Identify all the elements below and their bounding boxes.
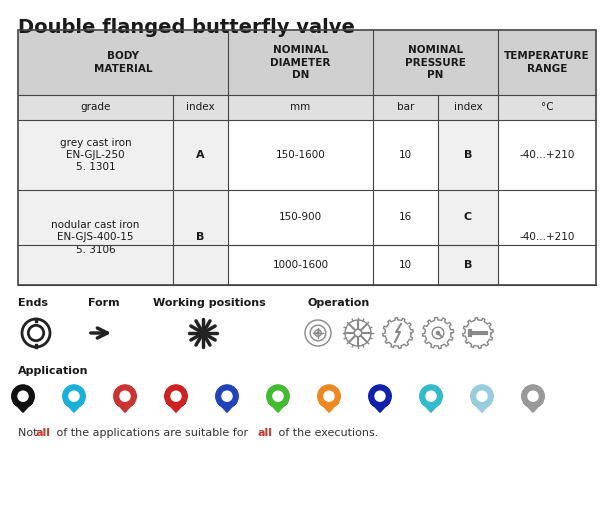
Text: nodular cast iron
EN-GJS-400-15
5. 3106: nodular cast iron EN-GJS-400-15 5. 3106 — [52, 220, 140, 255]
Bar — [173, 95, 228, 120]
Bar — [18, 190, 173, 285]
Text: 150-1600: 150-1600 — [276, 150, 325, 160]
Text: B: B — [196, 233, 204, 242]
Bar — [498, 30, 596, 95]
Bar — [18, 30, 596, 285]
Bar — [228, 95, 373, 120]
Bar — [438, 95, 498, 120]
Bar — [438, 190, 498, 245]
Text: NOMINAL
DIAMETER
DN: NOMINAL DIAMETER DN — [270, 45, 331, 80]
Polygon shape — [522, 385, 544, 412]
Text: 150-900: 150-900 — [279, 212, 322, 223]
Circle shape — [120, 391, 130, 401]
Polygon shape — [165, 385, 187, 412]
Text: grade: grade — [80, 103, 111, 112]
Text: grey cast iron
EN-GJL-250
5. 1301: grey cast iron EN-GJL-250 5. 1301 — [60, 138, 131, 172]
Circle shape — [426, 391, 436, 401]
Circle shape — [222, 391, 232, 401]
Circle shape — [477, 391, 487, 401]
Circle shape — [437, 331, 440, 335]
Text: Not: Not — [18, 428, 41, 438]
Text: Ends: Ends — [18, 298, 48, 308]
Text: all: all — [258, 428, 273, 438]
Polygon shape — [267, 385, 289, 412]
Bar — [373, 95, 438, 120]
Bar — [373, 120, 438, 190]
Bar — [228, 245, 373, 285]
Text: -40...+210: -40...+210 — [519, 233, 575, 242]
Text: index: index — [186, 103, 215, 112]
Bar — [498, 95, 596, 120]
Bar — [373, 30, 498, 95]
Text: Form: Form — [88, 298, 120, 308]
Text: Double flanged butterfly valve: Double flanged butterfly valve — [18, 18, 355, 37]
Circle shape — [528, 391, 538, 401]
Circle shape — [69, 391, 79, 401]
Polygon shape — [114, 385, 136, 412]
Text: A: A — [196, 150, 205, 160]
Bar — [498, 190, 596, 285]
Polygon shape — [420, 385, 442, 412]
Bar — [373, 245, 438, 285]
Text: 10: 10 — [399, 260, 412, 270]
Bar — [173, 190, 228, 285]
Polygon shape — [318, 385, 340, 412]
Polygon shape — [216, 385, 238, 412]
Text: B: B — [464, 260, 472, 270]
Polygon shape — [12, 385, 34, 412]
Bar — [228, 120, 373, 190]
Text: Working positions: Working positions — [153, 298, 266, 308]
Text: NOMINAL
PRESSURE
PN: NOMINAL PRESSURE PN — [405, 45, 466, 80]
Circle shape — [171, 391, 181, 401]
Polygon shape — [369, 385, 391, 412]
Bar — [438, 120, 498, 190]
Text: of the executions.: of the executions. — [275, 428, 378, 438]
Text: -40...+210: -40...+210 — [519, 150, 575, 160]
Bar — [18, 95, 173, 120]
Text: bar: bar — [397, 103, 414, 112]
Bar — [373, 190, 438, 245]
Text: all: all — [36, 428, 51, 438]
Bar — [438, 245, 498, 285]
Circle shape — [324, 391, 334, 401]
Text: B: B — [464, 150, 472, 160]
Circle shape — [375, 391, 385, 401]
Text: 10: 10 — [399, 150, 412, 160]
Text: 16: 16 — [399, 212, 412, 223]
Text: of the applications are suitable for: of the applications are suitable for — [53, 428, 252, 438]
Bar — [228, 190, 373, 245]
Text: Application: Application — [18, 366, 88, 376]
Circle shape — [317, 332, 319, 334]
Text: TEMPERATURE
RANGE: TEMPERATURE RANGE — [504, 51, 590, 74]
Bar — [18, 120, 173, 190]
Text: mm: mm — [290, 103, 311, 112]
Circle shape — [18, 391, 28, 401]
Text: BODY
MATERIAL: BODY MATERIAL — [94, 51, 152, 74]
Text: C: C — [464, 212, 472, 223]
Bar — [228, 30, 373, 95]
Polygon shape — [63, 385, 85, 412]
Polygon shape — [471, 385, 493, 412]
Text: Operation: Operation — [308, 298, 370, 308]
Text: 1000-1600: 1000-1600 — [273, 260, 328, 270]
Text: index: index — [454, 103, 483, 112]
Text: °C: °C — [541, 103, 553, 112]
Bar — [18, 30, 228, 95]
Bar — [498, 120, 596, 190]
Circle shape — [273, 391, 283, 401]
Bar — [173, 120, 228, 190]
